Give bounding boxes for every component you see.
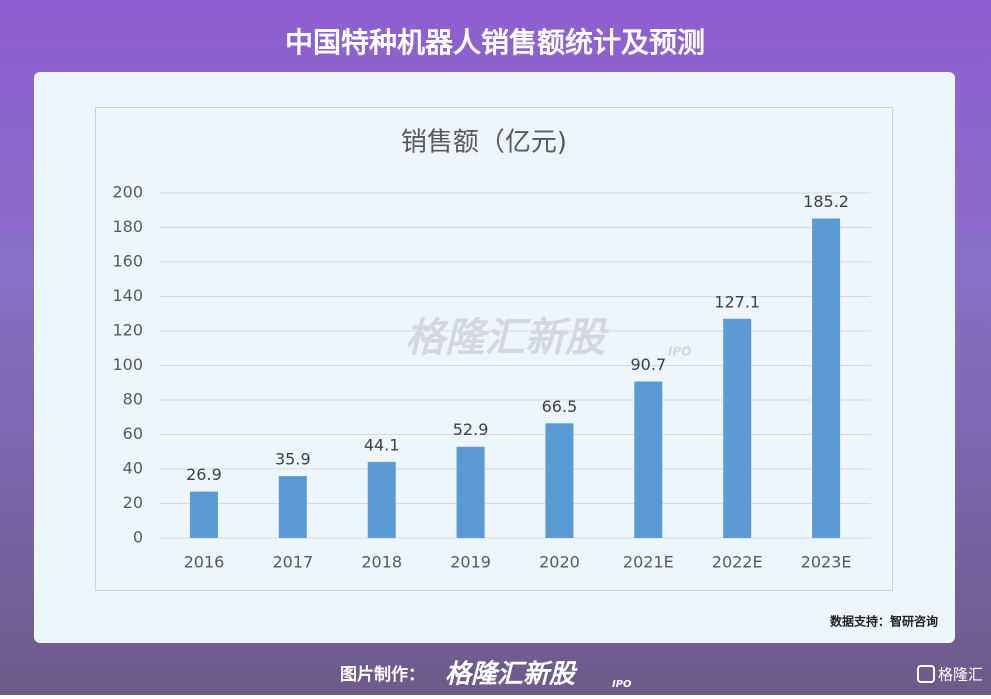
logo-icon xyxy=(917,665,935,683)
y-tick-label: 200 xyxy=(112,183,143,202)
x-tick-label: 2016 xyxy=(184,553,225,572)
bar xyxy=(634,381,663,538)
value-label: 26.9 xyxy=(186,465,222,484)
x-tick-label: 2019 xyxy=(450,553,491,572)
bar xyxy=(456,446,485,538)
bar xyxy=(723,318,752,538)
source-note: 数据支持：智研咨询 xyxy=(830,614,938,629)
y-tick-label: 40 xyxy=(123,459,143,478)
bar xyxy=(278,476,307,538)
x-tick-label: 2023E xyxy=(801,553,852,572)
footer-brand: 格隆汇新股 xyxy=(445,660,578,690)
bar xyxy=(812,218,841,538)
bar xyxy=(367,461,396,538)
y-tick-label: 180 xyxy=(112,217,143,236)
bar xyxy=(545,423,574,538)
value-label: 66.5 xyxy=(542,397,578,416)
value-label: 185.2 xyxy=(803,192,849,211)
x-tick-label: 2021E xyxy=(623,553,674,572)
value-label: 90.7 xyxy=(631,355,667,374)
watermark-text: 格隆汇新股 xyxy=(405,315,609,361)
footer-label: 图片制作： xyxy=(340,664,425,685)
y-tick-label: 120 xyxy=(112,321,143,340)
value-label: 52.9 xyxy=(453,420,489,439)
chart-title: 销售额（亿元) xyxy=(401,128,567,158)
value-label: 35.9 xyxy=(275,450,311,469)
y-tick-label: 140 xyxy=(112,286,143,305)
y-tick-label: 160 xyxy=(112,252,143,271)
chart-frame xyxy=(95,107,893,591)
footer-logo: 格隆汇 xyxy=(938,666,983,684)
y-tick-label: 20 xyxy=(123,493,143,512)
x-tick-label: 2017 xyxy=(272,553,313,572)
watermark-sub: IPO xyxy=(668,345,691,359)
value-label: 127.1 xyxy=(714,292,760,311)
page-title: 中国特种机器人销售额统计及预测 xyxy=(285,26,705,59)
value-label: 44.1 xyxy=(364,435,400,454)
footer-brand-sub: IPO xyxy=(612,679,632,690)
x-tick-label: 2020 xyxy=(539,553,580,572)
y-tick-label: 0 xyxy=(133,528,143,547)
bar xyxy=(189,491,218,538)
x-tick-label: 2018 xyxy=(361,553,402,572)
y-tick-label: 80 xyxy=(123,390,143,409)
watermark: 格隆汇新股 IPO xyxy=(405,315,691,361)
x-tick-label: 2022E xyxy=(712,553,763,572)
y-tick-label: 100 xyxy=(112,355,143,374)
y-tick-label: 60 xyxy=(123,424,143,443)
